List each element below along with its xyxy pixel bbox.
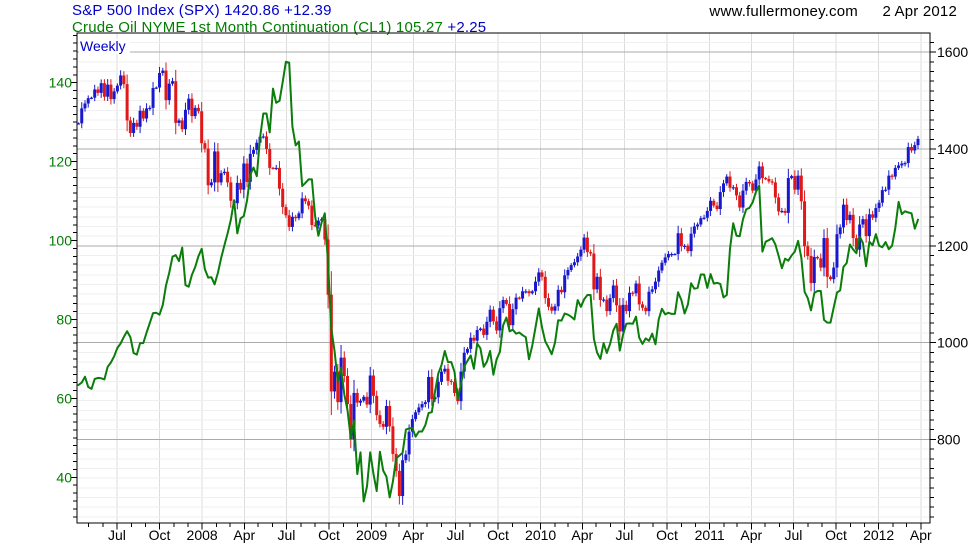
right-axis-label: 1000 bbox=[937, 335, 968, 351]
axis-ticks bbox=[71, 34, 936, 530]
right-axis-label: 800 bbox=[937, 431, 961, 447]
x-tick-label: Oct bbox=[487, 527, 509, 543]
x-tick-label: Oct bbox=[825, 527, 847, 543]
x-tick-label: 2008 bbox=[187, 527, 218, 543]
spx-title: S&P 500 Index (SPX) 1420.86 +12.39 bbox=[72, 2, 332, 19]
x-tick-label: Oct bbox=[656, 527, 678, 543]
left-axis-label: 80 bbox=[56, 311, 72, 327]
oil-line bbox=[77, 60, 919, 503]
x-tick-label: Apr bbox=[402, 527, 424, 543]
oil-change: +2.25 bbox=[447, 19, 487, 36]
x-tick-label: Apr bbox=[740, 527, 762, 543]
x-tick-label: Jul bbox=[108, 527, 126, 543]
right-axis-label: 1200 bbox=[937, 238, 968, 254]
x-tick-label: 2012 bbox=[863, 527, 894, 543]
x-tick-label: Apr bbox=[571, 527, 593, 543]
site-url: www.fullermoney.com bbox=[709, 3, 858, 20]
x-tick-label: Jul bbox=[277, 527, 295, 543]
x-tick-label: Jul bbox=[784, 527, 802, 543]
plot-frame bbox=[76, 32, 931, 524]
left-axis-label: 100 bbox=[49, 233, 73, 249]
grid-minor bbox=[77, 42, 930, 518]
x-tick-label: 2010 bbox=[525, 527, 556, 543]
left-axis-label: 120 bbox=[49, 154, 73, 170]
left-axis-label: 40 bbox=[56, 469, 72, 485]
x-tick-label: Jul bbox=[446, 527, 464, 543]
oil-title-line: Crude Oil NYME 1st Month Continuation (C… bbox=[72, 19, 486, 36]
x-tick-label: Oct bbox=[318, 527, 340, 543]
x-tick-label: Apr bbox=[233, 527, 255, 543]
axis-labels: Jul Oct 2008 Apr Jul Oct 2009 Apr Jul Oct 2010 Apr J… bbox=[49, 44, 969, 543]
x-tick-label: Oct bbox=[149, 527, 171, 543]
right-axis-label: 1600 bbox=[937, 44, 968, 60]
x-tick-label: Jul bbox=[615, 527, 633, 543]
chart-date: 2 Apr 2012 bbox=[882, 3, 957, 20]
left-axis-label: 60 bbox=[56, 390, 72, 406]
grid-major bbox=[77, 51, 930, 440]
spx-candles bbox=[77, 62, 920, 505]
weekly-interval-label: Weekly bbox=[79, 39, 130, 54]
oil-title: Crude Oil NYME 1st Month Continuation (C… bbox=[72, 19, 444, 36]
x-tick-label: 2011 bbox=[695, 527, 725, 543]
right-axis-label: 1400 bbox=[937, 141, 968, 157]
x-tick-label: Apr bbox=[910, 527, 932, 543]
x-tick-label: 2009 bbox=[356, 527, 387, 543]
left-axis-label: 140 bbox=[49, 75, 73, 91]
